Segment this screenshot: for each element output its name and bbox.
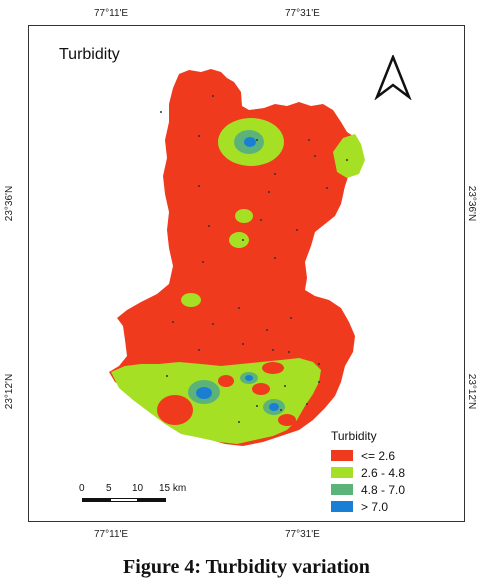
scale-tick-label: 15 km (159, 483, 187, 494)
legend-item: 2.6 - 4.8 (331, 464, 441, 481)
legend-label: 2.6 - 4.8 (361, 465, 406, 480)
pocket-low-4 (278, 414, 296, 426)
legend-swatch (331, 484, 353, 495)
scale-segment (82, 498, 110, 502)
region-moderate-east (333, 134, 365, 178)
scale-segment (110, 498, 138, 502)
coord-top-right: 77°31'E (285, 8, 320, 19)
hotspot-high-3 (269, 403, 279, 411)
coord-right-lower: 23°12'N (466, 373, 478, 410)
hotspot-high-1 (196, 387, 212, 399)
scale-tick-label: 0 (79, 483, 85, 494)
legend-item: <= 2.6 (331, 447, 441, 464)
legend-title: Turbidity (331, 429, 377, 443)
station-points (160, 95, 348, 423)
legend-label: 4.8 - 7.0 (361, 482, 406, 497)
legend-swatch (331, 467, 353, 478)
hotspot-high-north (244, 137, 256, 147)
district-region-low (109, 69, 359, 446)
coord-bottom-right: 77°31'E (285, 529, 320, 540)
turbidity-map (109, 69, 365, 446)
coord-top-left: 77°11'E (94, 8, 129, 19)
spot-moderate-3 (181, 293, 201, 307)
legend-label: <= 2.6 (361, 448, 396, 463)
coord-left-upper: 23°36'N (4, 185, 16, 222)
coord-bottom-left: 77°11'E (94, 529, 129, 540)
scale-segment (138, 498, 166, 502)
hotspot-high-2 (245, 375, 253, 381)
legend-swatch (331, 450, 353, 461)
map-title: Turbidity (59, 46, 120, 63)
legend-swatch (331, 501, 353, 512)
coord-left-lower: 23°12'N (4, 373, 16, 410)
pocket-low-1 (157, 395, 193, 425)
legend: Turbidity <= 2.6 2.6 - 4.8 4.8 - 7.0 > 7… (331, 429, 441, 515)
legend-item: > 7.0 (331, 498, 441, 515)
scale-tick-label: 10 (132, 483, 144, 494)
figure-caption: Figure 4: Turbidity variation (123, 556, 370, 578)
map-frame: Turbidity Turbidity <= 2.6 2.6 - 4.8 4.8… (28, 25, 465, 522)
scale-tick-label: 5 (106, 483, 112, 494)
spot-moderate-1 (235, 209, 253, 223)
legend-label: > 7.0 (361, 499, 389, 514)
coord-right-upper: 23°36'N (466, 185, 478, 222)
spot-moderate-2 (229, 232, 249, 248)
pocket-low-2 (218, 375, 234, 387)
pocket-low-5 (262, 362, 284, 374)
north-arrow-icon (374, 55, 412, 100)
legend-item: 4.8 - 7.0 (331, 481, 441, 498)
region-moderate-south (111, 358, 321, 444)
pocket-low-3 (252, 383, 270, 395)
